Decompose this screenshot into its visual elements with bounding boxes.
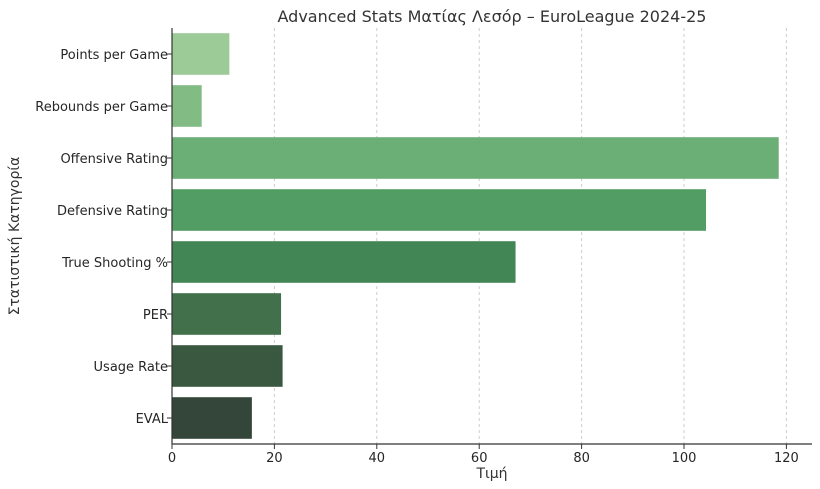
y-tick-label: Defensive Rating (57, 204, 168, 219)
x-axis-title: Τιμή (475, 466, 507, 482)
x-tick-label: 120 (774, 451, 799, 466)
y-tick-label: Rebounds per Game (35, 100, 168, 115)
bar-rebounds-per-game (172, 85, 202, 127)
x-tick-label: 40 (369, 451, 386, 466)
x-tick-label: 60 (471, 451, 488, 466)
bar-defensive-rating (172, 189, 707, 231)
bar-eval (172, 397, 252, 439)
bar-per (172, 293, 282, 335)
y-tick-label: EVAL (136, 412, 169, 427)
bar-offensive-rating (172, 137, 779, 179)
y-tick-label: Usage Rate (94, 360, 168, 375)
x-tick-labels: 0 20 40 60 80 100 120 (168, 444, 799, 466)
axes (171, 28, 812, 445)
bar-points-per-game (172, 33, 230, 75)
y-tick-label: Points per Game (60, 48, 168, 63)
x-gridlines (273, 28, 787, 444)
bar-true-shooting (172, 241, 516, 283)
y-tick-labels: Points per Game Rebounds per Game Offensiv… (35, 48, 172, 427)
y-tick-label: True Shooting % (61, 256, 168, 271)
chart-title: Advanced Stats Ματίας Λεσόρ – EuroLeague… (278, 7, 707, 26)
bar-usage-rate (172, 345, 283, 387)
x-tick-label: 0 (168, 451, 176, 466)
y-axis-title: Στατιστική Κατηγορία (7, 157, 23, 316)
y-tick-label: PER (143, 308, 168, 323)
x-tick-label: 80 (573, 451, 590, 466)
x-tick-label: 20 (266, 451, 283, 466)
bars (172, 33, 779, 439)
x-tick-label: 100 (672, 451, 697, 466)
y-tick-label: Offensive Rating (60, 152, 168, 167)
